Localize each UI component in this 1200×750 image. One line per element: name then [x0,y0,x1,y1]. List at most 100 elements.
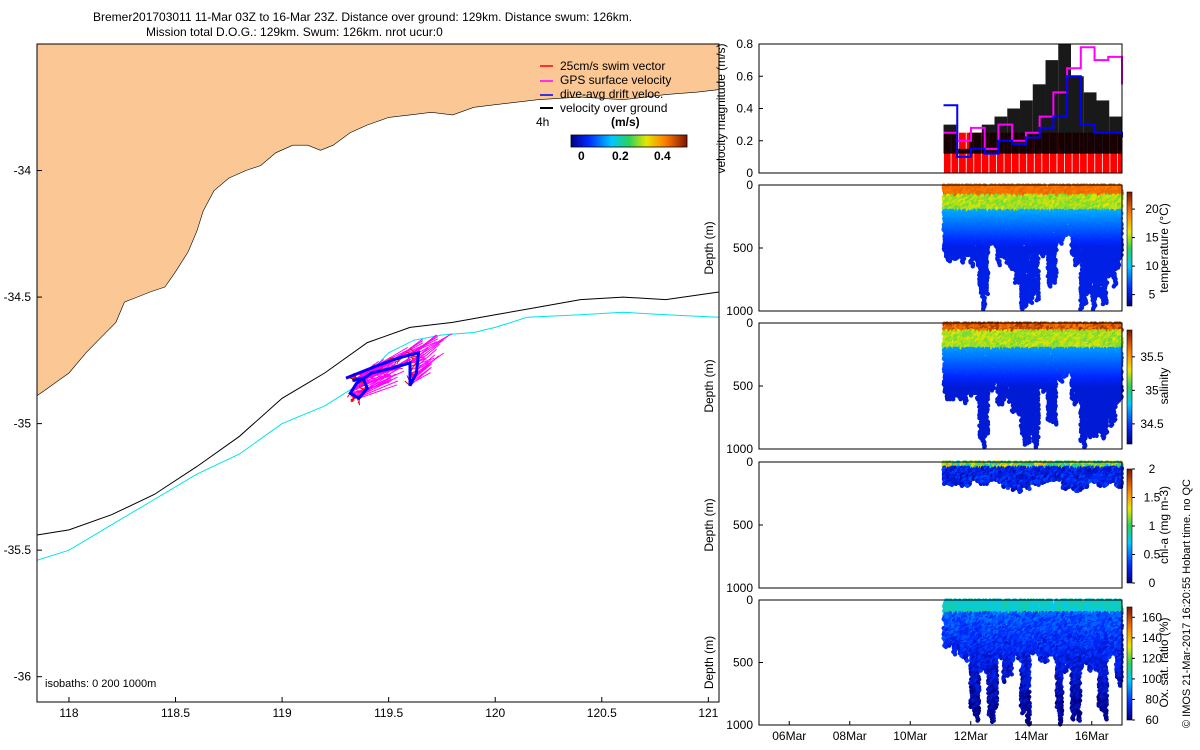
profile-point [997,262,1002,268]
profile-point [953,256,958,261]
vog-bar [1109,116,1122,154]
gps-velocity-stick [414,335,437,354]
velocity-y-label: velocity magnitude (m/s) [714,43,728,173]
colorbar-tick-0-4: 0.4 [654,149,671,163]
isobath-1000m-line [36,311,720,561]
gps-velocity-stick [409,360,432,371]
glider-track-layer [345,333,453,406]
map-panel: 118 118.5 119 119.5 120 120.5 121 -34-34.5-35-… [4,43,720,720]
map-x-tick-label: 119.5 [374,706,403,720]
vog-bar [1020,100,1033,154]
speed-colorbar [570,134,688,148]
time-series-panels: 0 0.2 0.4 0.6 0.8 velocity magnitude (m/s) 0 50… [702,37,1171,743]
gps-velocity-stick [409,361,430,375]
gps-velocity-stick [409,363,429,379]
gps-velocity-stick [413,359,435,378]
profile-point [1012,280,1018,285]
profile-point [1111,284,1116,289]
isobath-200m-line [36,291,720,536]
vog-bar [1083,92,1097,154]
velocity-y-tick-label: 0 [746,166,753,180]
profile-point [1022,304,1028,309]
legend-drift-velocity: dive-avg drift veloc. [560,87,663,101]
velocity-y-tick-label: 0.2 [736,134,753,148]
profile-point [1059,241,1064,246]
gps-velocity-stick [358,384,398,399]
gps-velocity-stick [367,370,405,389]
velocity-y-tick-label: 0.4 [736,102,753,116]
legend-interval-label: 4h [536,115,549,129]
gps-velocity-stick [411,334,437,355]
map-x-tick-label: 118.5 [161,706,190,720]
profile-point [960,260,966,265]
profile-point [970,264,975,269]
vog-bar [943,124,957,154]
colorbar-title: (m/s) [611,115,640,129]
profile-point [1029,300,1035,306]
profile-point [985,291,990,297]
gps-velocity-stick [359,367,398,382]
vog-bar [1058,44,1072,154]
map-x-tick-label: 121 [698,706,718,720]
colorbar-label: temperature (°C) [1157,203,1171,293]
glider-track-line [345,350,421,401]
gps-velocity-stick [417,339,444,360]
map-x-tick-label: 118 [59,706,78,720]
profile-point [1115,265,1121,270]
depth-y-tick-label: 500 [733,241,753,255]
legend-swim-vector: 25cm/s swim vector [560,59,665,73]
gps-velocity-stick [409,366,432,387]
depth-y-tick-label: 0 [746,178,753,192]
map-frame [36,43,720,703]
colorbar-tick-0-2: 0.2 [612,149,629,163]
vog-bar [1007,108,1021,154]
gps-velocity-stick [364,362,392,384]
map-x-tick-label: 119 [273,706,292,720]
gps-velocity-stick [366,367,401,387]
vog-bar [1071,76,1084,154]
title-line-1: Bremer201703011 11-Mar 03Z to 16-Mar 23Z… [93,10,632,24]
profile-point [947,259,953,264]
velocity-y-tick-label: 0.8 [736,37,753,51]
map-y-axis: -34 -34.5 -35 -35.5 -36 [4,164,42,684]
gps-velocity-stick [416,354,436,371]
legend-gps-velocity: GPS surface velocity [560,73,671,87]
map-y-tick-label: -36 [14,670,32,684]
legend-velocity-over-ground: velocity over ground [560,101,667,115]
profile-point [1034,298,1039,303]
map-y-tick-label: -35 [14,417,32,431]
vog-bar [1045,60,1059,154]
profile-point [963,400,968,406]
title-line-2: Mission total D.O.G.: 129km. Swum: 126km… [146,25,443,39]
gps-velocity-stick [361,376,398,396]
map-y-tick-label: -34.5 [4,290,32,304]
profile-point [1040,253,1046,259]
drift-velocity-line [943,75,1123,158]
gps-velocity-stick [356,374,387,384]
colorbar-tick-label: 5 [1149,288,1156,302]
map-y-tick-label: -35.5 [4,543,32,557]
land-area [36,43,720,397]
vog-bar [956,148,970,154]
map-y-tick-label: -34 [14,164,32,178]
map-x-tick-label: 120.5 [587,706,617,720]
profile-point [1104,300,1109,306]
profile-point [950,397,956,402]
map-x-tick-label: 120 [485,706,505,720]
profile-point [1116,256,1122,261]
profile-point [1081,301,1087,307]
colorbar-tick-0: 0 [578,149,585,163]
map-x-axis: 118 118.5 119 119.5 120 120.5 121 [59,697,719,720]
profile-point [1093,294,1098,299]
map-legend: 25cm/s swim vector GPS surface velocity … [536,59,688,163]
velocity-y-tick-label: 0.6 [736,69,753,83]
depth-colorbar [1126,191,1133,307]
gps-velocity-stick [360,380,399,398]
profile-point [1048,284,1053,289]
gps-velocity-stick [395,338,423,360]
depth-y-label: Depth (m) [702,221,716,274]
vog-bar [1096,100,1110,154]
profile-point [1052,280,1058,285]
isobaths-label: isobaths: 0 200 1000m [45,678,156,690]
